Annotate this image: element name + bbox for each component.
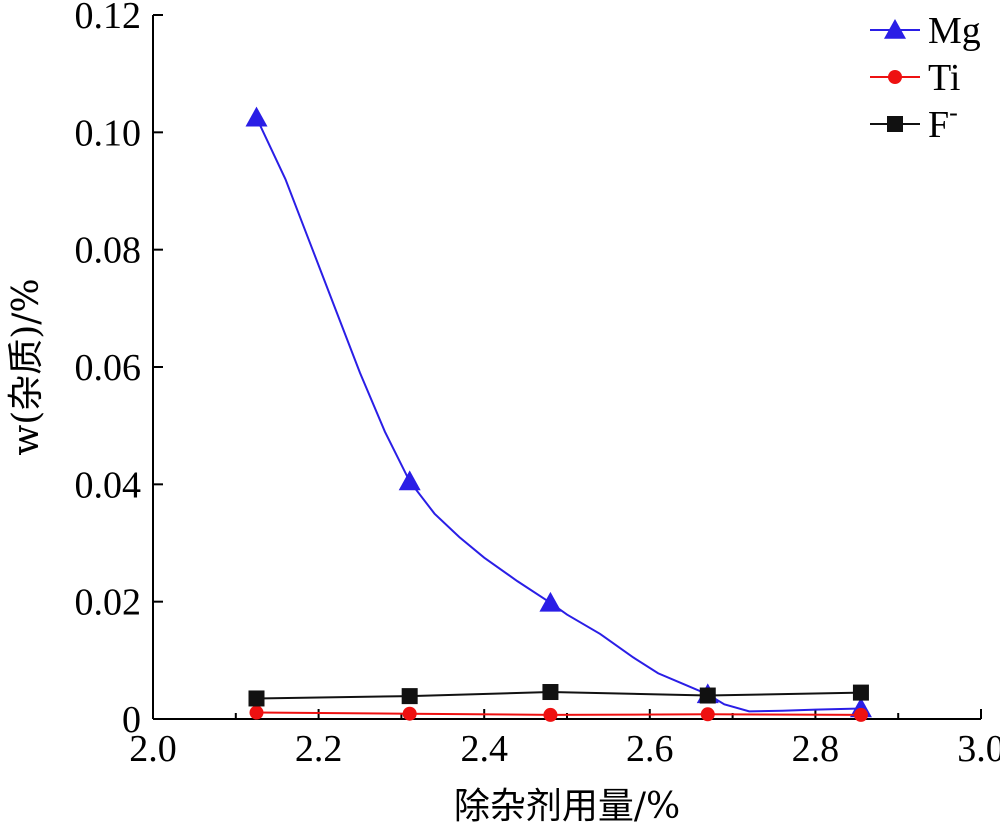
legend-label: Mg <box>928 10 981 52</box>
x-tick-label: 2.0 <box>129 728 177 770</box>
data-point-ti <box>700 707 715 722</box>
y-axis-title: w(杂质)/% <box>6 278 47 455</box>
x-tick-label: 3.0 <box>957 728 1000 770</box>
data-point-f <box>248 690 265 707</box>
data-point-mg <box>539 591 562 612</box>
data-point-mg <box>245 106 268 127</box>
series-f <box>248 684 869 707</box>
legend-marker-f <box>887 116 903 132</box>
data-point-ti <box>853 707 868 722</box>
data-point-f <box>542 684 559 701</box>
x-tick-label: 2.2 <box>295 728 343 770</box>
legend-item-mg: Mg <box>870 10 981 52</box>
y-tick-label: 0.12 <box>75 0 142 37</box>
data-point-f <box>852 684 869 701</box>
y-tick-label: 0.04 <box>75 464 142 506</box>
series-ti-line <box>256 711 861 716</box>
y-tick-label: 0 <box>122 699 141 741</box>
legend-item-ti: Ti <box>870 57 960 99</box>
legend-marker-ti <box>888 70 902 84</box>
series-ti <box>249 705 868 722</box>
x-tick-label: 2.6 <box>626 728 674 770</box>
x-ticks: 2.0 2.2 2.4 2.6 2.8 3.0 <box>129 709 1000 770</box>
y-tick-label: 0.10 <box>75 112 142 154</box>
x-tick-label: 2.8 <box>792 728 840 770</box>
series-f-line <box>256 691 861 700</box>
data-point-ti <box>543 707 558 722</box>
y-tick-label: 0.02 <box>75 582 142 624</box>
x-tick-label: 2.4 <box>460 728 508 770</box>
y-ticks: 0 0.02 0.04 0.06 0.08 0.10 0.12 <box>75 0 163 741</box>
data-point-ti <box>249 705 264 720</box>
data-point-f <box>699 687 716 704</box>
y-tick-label: 0.06 <box>75 347 142 389</box>
data-point-f <box>401 688 418 705</box>
series-mg <box>245 106 872 718</box>
legend: Mg TiF- <box>870 10 981 146</box>
legend-label: F- <box>928 98 958 146</box>
data-point-mg <box>398 470 421 491</box>
series-mg-line <box>255 117 861 713</box>
legend-marker-mg <box>884 19 906 39</box>
legend-item-f: F- <box>870 98 958 146</box>
legend-label: Ti <box>928 57 960 99</box>
data-point-ti <box>402 706 417 721</box>
x-axis-title: 除杂剂用量/% <box>454 786 680 827</box>
series-layer <box>245 106 872 722</box>
y-tick-label: 0.08 <box>75 230 142 272</box>
